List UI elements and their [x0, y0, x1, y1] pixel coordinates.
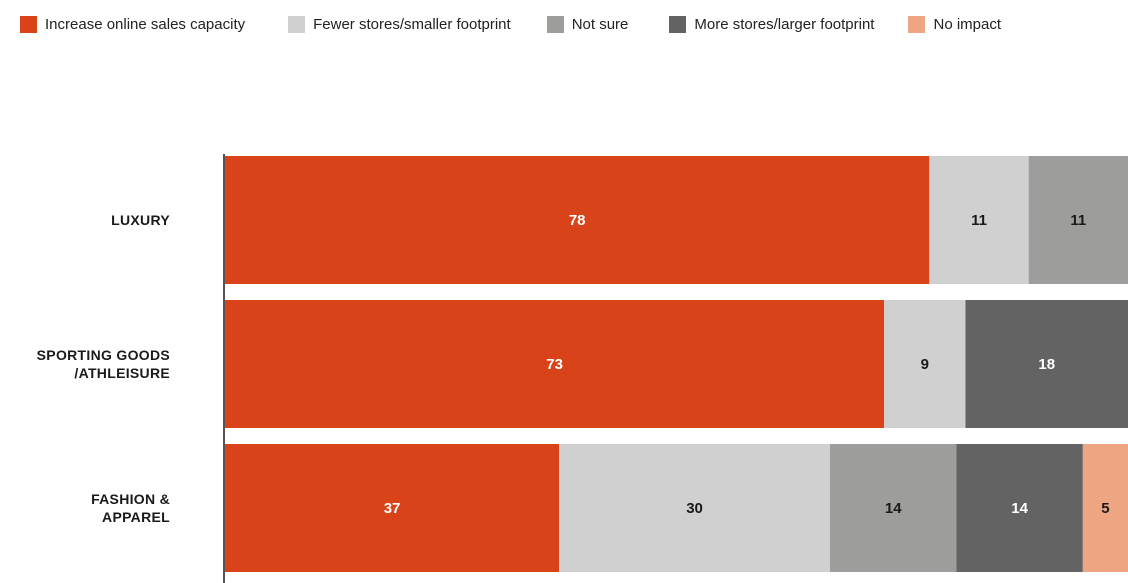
data-label: 18 — [1038, 356, 1055, 373]
legend-swatch — [288, 15, 306, 33]
bar-segment — [225, 156, 930, 284]
legend-swatch — [908, 15, 926, 33]
bar-segment — [225, 444, 560, 572]
legend-swatch — [20, 15, 37, 33]
legend-item-fewer-stores: Fewer stores/smaller footprint — [288, 15, 511, 33]
data-label: 14 — [1011, 500, 1028, 517]
bar-segment — [225, 300, 885, 428]
legend: Increase online sales capacity Fewer sto… — [20, 12, 1128, 36]
bar-segment — [929, 156, 1029, 284]
bar-segment — [559, 444, 831, 572]
bar-segment — [1082, 444, 1128, 572]
data-label: 73 — [546, 356, 563, 373]
legend-item-more-stores: More stores/larger footprint — [669, 15, 875, 33]
category-label: FASHION & APPAREL — [91, 491, 170, 525]
legend-label: Increase online sales capacity — [45, 15, 246, 33]
bar-segment — [830, 444, 957, 572]
legend-label: Not sure — [571, 15, 629, 33]
legend-swatch — [546, 15, 564, 33]
legend-item-increase-online: Increase online sales capacity — [20, 15, 246, 33]
data-label: 11 — [1070, 212, 1086, 229]
bar-segment — [956, 444, 1083, 572]
data-label: 11 — [971, 212, 987, 229]
data-label: 14 — [885, 500, 902, 517]
data-label: 9 — [921, 356, 929, 373]
category-label: SPORTING GOODS/ATHLEISURE — [37, 347, 170, 381]
legend-swatch — [669, 15, 687, 33]
bar-segment — [1028, 156, 1128, 284]
bar-segment — [884, 300, 966, 428]
bar-segment — [965, 300, 1128, 428]
legend-label: More stores/larger footprint — [694, 15, 875, 33]
data-label: 5 — [1101, 500, 1109, 517]
legend-item-no-impact: No impact — [908, 15, 1002, 33]
legend-label: No impact — [933, 15, 1002, 33]
data-label: 37 — [384, 500, 401, 517]
data-label: 30 — [686, 500, 703, 517]
data-label: 78 — [569, 212, 586, 229]
category-label: LUXURY — [111, 212, 170, 228]
legend-label: Fewer stores/smaller footprint — [313, 15, 511, 33]
legend-item-not-sure: Not sure — [546, 15, 629, 33]
